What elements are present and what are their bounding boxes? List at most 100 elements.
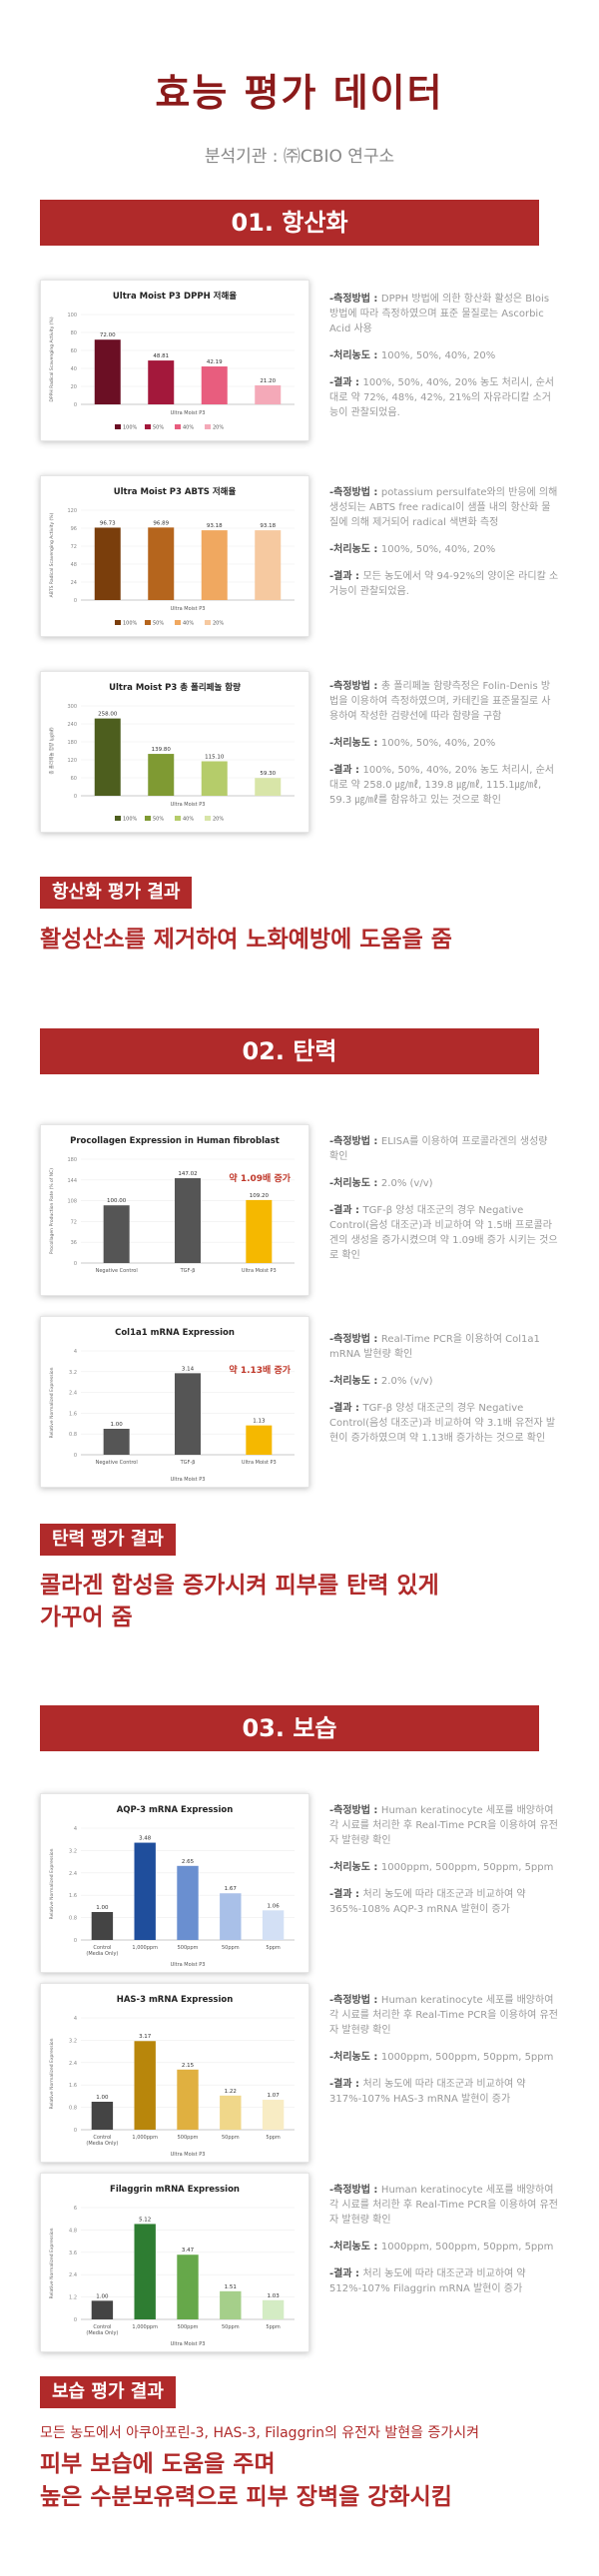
bar-value-label: 1.00 bbox=[111, 1422, 124, 1428]
bar-value-label: 3.14 bbox=[182, 1366, 195, 1372]
desc-line: -처리농도 : 1000ppm, 500ppm, 50ppm, 5ppm bbox=[329, 2240, 559, 2254]
bar bbox=[255, 530, 282, 600]
chart-title: Ultra Moist P3 DPPH 저해율 bbox=[113, 291, 237, 302]
desc-key: -측정방법 : bbox=[329, 681, 381, 692]
bar bbox=[262, 2100, 285, 2130]
desc-line: -결과 : TGF-β 양성 대조군의 경우 Negative Control(… bbox=[329, 1203, 559, 1263]
bar bbox=[262, 1910, 285, 1940]
desc-line: -측정방법 : DPPH 방법에 의한 항산화 활성은 Blois 방법에 따라… bbox=[329, 292, 559, 336]
abts-chart: Ultra Moist P3 ABTS 저해율 ABTS Radical Scav… bbox=[49, 486, 295, 627]
desc-text: 1000ppm, 500ppm, 50ppm, 5ppm bbox=[380, 2052, 554, 2063]
legend-label: 40% bbox=[183, 817, 194, 823]
bar-value-label: 21.20 bbox=[260, 378, 276, 384]
desc-line: -측정방법 : ELISA를 이용하여 프로콜라겐의 생성량 확인 bbox=[329, 1134, 559, 1164]
x-tick-label: Control bbox=[93, 2324, 111, 2330]
bar bbox=[94, 718, 121, 796]
bar-value-label: 42.19 bbox=[207, 359, 223, 365]
y-tick-label: 1.2 bbox=[69, 2295, 77, 2301]
desc-text: 모든 농도에서 약 94-92%의 양이온 라디칼 소거능이 관찰되었음. bbox=[329, 571, 559, 597]
aqp3-chart: AQP-3 mRNA Expression Relative Normalized… bbox=[49, 1805, 295, 1968]
legend-label: 50% bbox=[153, 817, 164, 823]
legend-swatch bbox=[175, 816, 181, 821]
legend-swatch bbox=[145, 424, 151, 429]
bar-value-label: 1.00 bbox=[96, 2095, 109, 2101]
bar-value-label: 258.00 bbox=[98, 712, 118, 718]
bar-value-label: 1.22 bbox=[225, 2089, 237, 2095]
y-tick-label: 48 bbox=[71, 562, 77, 568]
bar bbox=[103, 1429, 130, 1455]
y-tick-label: 1.6 bbox=[69, 1411, 77, 1417]
x-axis-label: Ultra Moist P3 bbox=[171, 1477, 206, 1483]
x-tick-label: 50ppm bbox=[222, 1945, 240, 1951]
section-heading-moisture: 03. 보습 bbox=[40, 1705, 539, 1751]
bar-value-label: 139.80 bbox=[152, 747, 172, 753]
y-tick-label: 1.6 bbox=[69, 1893, 77, 1899]
x-tick-label: 500ppm bbox=[178, 2135, 199, 2141]
legend-label: 100% bbox=[123, 621, 138, 627]
bar-value-label: 147.02 bbox=[178, 1171, 197, 1177]
x-tick-label: Control bbox=[93, 2135, 111, 2141]
desc-text: 처리 농도에 따라 대조군과 비교하여 약 317%-107% HAS-3 mR… bbox=[329, 2079, 526, 2105]
result-tag-elasticity: 탄력 평가 결과 bbox=[40, 1524, 176, 1556]
desc-text: TGF-β 양성 대조군의 경우 Negative Control(음성 대조군… bbox=[329, 1403, 556, 1444]
y-tick-label: 2.4 bbox=[69, 2061, 77, 2067]
section-heading-antioxidant: 01. 항산화 bbox=[40, 200, 539, 246]
y-tick-label: 2.4 bbox=[69, 1871, 77, 1877]
chart-title: Ultra Moist P3 ABTS 저해율 bbox=[114, 486, 237, 497]
chart-title: Col1a1 mRNA Expression bbox=[115, 1328, 235, 1338]
bar-value-label: 96.73 bbox=[100, 520, 116, 526]
legend-label: 20% bbox=[213, 425, 224, 431]
x-tick-label: 500ppm bbox=[178, 2324, 199, 2330]
desc-key: -처리농도 : bbox=[329, 1376, 381, 1387]
chart-title: Filaggrin mRNA Expression bbox=[110, 2185, 240, 2195]
desc-key: -처리농도 : bbox=[329, 738, 381, 749]
y-axis-label: ABTS Radical Scavenging Activity (%) bbox=[49, 512, 55, 597]
bar bbox=[246, 1425, 273, 1455]
x-tick-label: TGF-β bbox=[180, 1268, 196, 1274]
y-tick-label: 40 bbox=[71, 366, 77, 372]
chart-card-procollagen: Procollagen Expression in Human fibrobla… bbox=[40, 1124, 309, 1296]
desc-text: 100%, 50%, 40%, 20% 농도 처리시, 순서대로 약 72%, … bbox=[329, 377, 554, 418]
legend-label: 50% bbox=[153, 425, 164, 431]
bar-value-label: 93.18 bbox=[260, 523, 276, 529]
x-tick-label: 500ppm bbox=[178, 1945, 199, 1951]
y-tick-label: 0.8 bbox=[69, 2106, 77, 2112]
desc-text: 2.0% (v/v) bbox=[380, 1376, 433, 1387]
page-title: 효능 평가 데이터 bbox=[155, 71, 444, 115]
legend-swatch bbox=[205, 620, 211, 625]
legend-label: 50% bbox=[153, 621, 164, 627]
bar-value-label: 96.89 bbox=[153, 520, 169, 526]
result-tag-antioxidant: 항산화 평가 결과 bbox=[40, 877, 193, 909]
bar bbox=[148, 527, 175, 600]
chart-card-aqp3: AQP-3 mRNA Expression Relative Normalized… bbox=[40, 1793, 309, 1973]
dpph-chart: Ultra Moist P3 DPPH 저해율 DPPH Radical Scav… bbox=[49, 291, 295, 431]
desc-line: -처리농도 : 2.0% (v/v) bbox=[329, 1374, 559, 1389]
desc-key: -처리농도 : bbox=[329, 1178, 381, 1189]
x-axis-label: Ultra Moist P3 bbox=[171, 2152, 206, 2158]
result-tag-moisture: 보습 평가 결과 bbox=[40, 2376, 176, 2408]
desc-key: -결과 : bbox=[329, 1205, 363, 1216]
bar bbox=[246, 1199, 273, 1263]
bar bbox=[103, 1205, 130, 1263]
bar-value-label: 59.30 bbox=[260, 771, 276, 777]
bar-value-label: 93.18 bbox=[207, 523, 223, 529]
bar bbox=[148, 754, 175, 796]
bar-value-label: 109.20 bbox=[250, 1193, 270, 1199]
x-tick-label: Negative Control bbox=[96, 1268, 138, 1274]
y-tick-label: 0 bbox=[74, 1453, 77, 1459]
desc-text: Human keratinocyte 세포를 배양하여 각 시료를 처리한 후 … bbox=[329, 1805, 558, 1846]
desc-line: -결과 : TGF-β 양성 대조군의 경우 Negative Control(… bbox=[329, 1401, 559, 1446]
bar-value-label: 2.15 bbox=[182, 2063, 195, 2069]
result-line: 콜라겐 합성을 증가시켜 피부를 탄력 있게 bbox=[40, 1573, 439, 1599]
legend-swatch bbox=[115, 424, 121, 429]
chart-card-dpph: Ultra Moist P3 DPPH 저해율 DPPH Radical Scav… bbox=[40, 280, 309, 441]
desc-line: -결과 : 처리 농도에 따라 대조군과 비교하여 약 512%-107% Fi… bbox=[329, 2266, 559, 2296]
desc-line: -결과 : 처리 농도에 따라 대조군과 비교하여 약 365%-108% AQ… bbox=[329, 1887, 559, 1917]
y-tick-label: 3.2 bbox=[69, 1370, 77, 1376]
desc-key: -처리농도 : bbox=[329, 2052, 381, 2063]
y-tick-label: 180 bbox=[67, 1157, 77, 1163]
desc-text: Real-Time PCR을 이용하여 Col1a1 mRNA 발현량 확인 bbox=[329, 1334, 540, 1360]
y-tick-label: 0 bbox=[74, 1938, 77, 1944]
y-tick-label: 24 bbox=[71, 580, 77, 586]
desc-key: -결과 : bbox=[329, 2268, 363, 2279]
